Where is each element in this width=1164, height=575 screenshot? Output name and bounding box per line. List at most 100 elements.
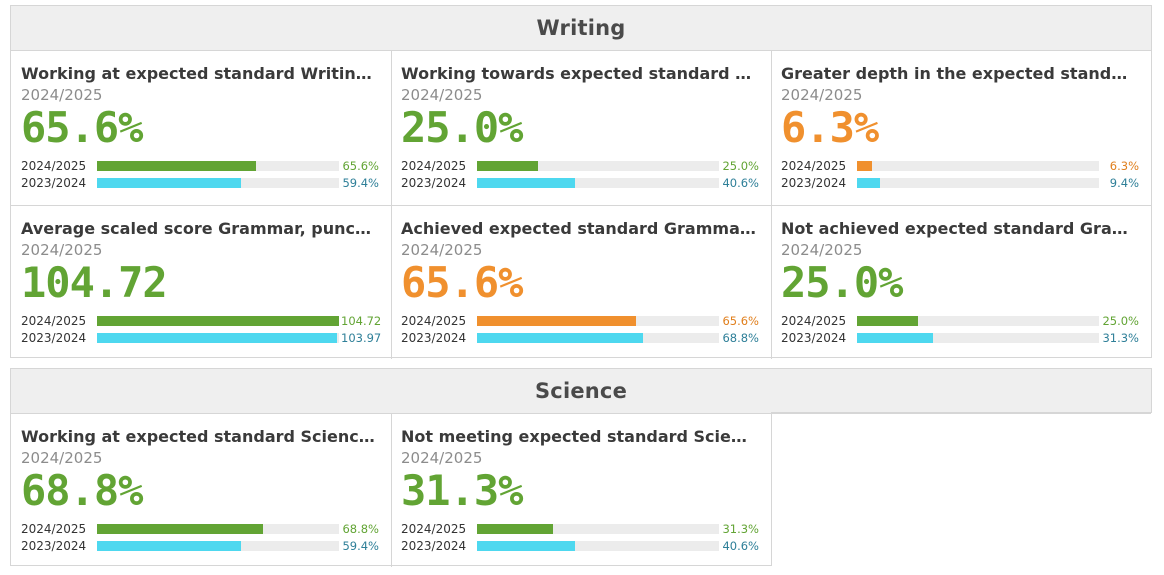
bar-track: [477, 315, 719, 326]
comparison-row: 2023/2024 68.8%: [401, 329, 762, 346]
card-year: 2024/2025: [781, 241, 863, 259]
divider: [391, 414, 392, 567]
comparison-row: 2024/2025 25.0%: [781, 312, 1142, 329]
bar-fill: [477, 160, 538, 171]
card-year: 2024/2025: [401, 86, 483, 104]
row-year-label: 2024/2025: [21, 158, 87, 173]
card-year: 2024/2025: [401, 449, 483, 467]
row-year-label: 2023/2024: [781, 330, 847, 345]
bar-fill: [857, 315, 918, 326]
metric-card[interactable]: Working towards expected standard Wri...…: [391, 50, 772, 204]
bar-fill: [477, 540, 576, 551]
metric-card[interactable]: Working at expected standard Science (..…: [11, 413, 392, 567]
card-value: 65.6%: [401, 258, 523, 307]
metric-card[interactable]: Average scaled score Grammar, punctua...…: [11, 205, 392, 359]
metric-card[interactable]: Working at expected standard Writing (..…: [11, 50, 392, 204]
bar-fill: [477, 315, 636, 326]
card-value: 25.0%: [781, 258, 903, 307]
comparison-row: 2023/2024 31.3%: [781, 329, 1142, 346]
row-year-label: 2024/2025: [401, 158, 467, 173]
comparison-row: 2024/2025 104.72: [21, 312, 382, 329]
bar-track: [97, 160, 339, 171]
row-year-label: 2024/2025: [21, 313, 87, 328]
comparison-row: 2023/2024 103.97: [21, 329, 382, 346]
comparison-rows: 2024/2025 104.72 2023/2024 103.97: [21, 312, 382, 346]
card-title: Greater depth in the expected standard .…: [781, 64, 1137, 83]
metric-card[interactable]: Achieved expected standard Grammar, p...…: [391, 205, 772, 359]
bar-fill: [97, 332, 338, 343]
card-value: 31.3%: [401, 466, 523, 515]
row-value: 68.8%: [342, 521, 379, 536]
row-year-label: 2024/2025: [21, 521, 87, 536]
comparison-rows: 2024/2025 25.0% 2023/2024 40.6%: [401, 157, 762, 191]
card-year: 2024/2025: [781, 86, 863, 104]
bar-fill: [97, 540, 241, 551]
row-value: 65.6%: [722, 313, 759, 328]
bar-track: [857, 332, 1099, 343]
metric-card[interactable]: Greater depth in the expected standard .…: [771, 50, 1152, 204]
comparison-row: 2024/2025 65.6%: [401, 312, 762, 329]
card-year: 2024/2025: [401, 241, 483, 259]
row-year-label: 2024/2025: [401, 313, 467, 328]
row-year-label: 2023/2024: [781, 175, 847, 190]
card-title: Achieved expected standard Grammar, p...: [401, 219, 757, 238]
card-value: 104.72: [21, 258, 168, 307]
comparison-row: 2024/2025 68.8%: [21, 520, 382, 537]
comparison-row: 2023/2024 40.6%: [401, 537, 762, 554]
bar-fill: [97, 315, 339, 326]
row-value: 68.8%: [722, 330, 759, 345]
row-year-label: 2023/2024: [21, 330, 87, 345]
comparison-row: 2024/2025 25.0%: [401, 157, 762, 174]
row-year-label: 2023/2024: [401, 175, 467, 190]
row-year-label: 2023/2024: [21, 538, 87, 553]
row-value: 59.4%: [342, 538, 379, 553]
row-year-label: 2024/2025: [781, 158, 847, 173]
card-value: 25.0%: [401, 103, 523, 152]
section-header: Writing: [11, 6, 1151, 51]
row-value: 31.3%: [1102, 330, 1139, 345]
science-header-extension: [771, 368, 1152, 413]
bar-track: [477, 160, 719, 171]
comparison-row: 2024/2025 65.6%: [21, 157, 382, 174]
bar-fill: [477, 332, 644, 343]
card-title: Working at expected standard Writing (..…: [21, 64, 377, 83]
card-title: Working towards expected standard Wri...: [401, 64, 757, 83]
comparison-row: 2024/2025 31.3%: [401, 520, 762, 537]
bar-track: [857, 177, 1099, 188]
row-value: 104.72: [341, 313, 382, 328]
comparison-row: 2023/2024 59.4%: [21, 537, 382, 554]
divider: [11, 205, 1151, 206]
row-value: 40.6%: [722, 175, 759, 190]
bar-track: [97, 540, 339, 551]
comparison-rows: 2024/2025 25.0% 2023/2024 31.3%: [781, 312, 1142, 346]
comparison-row: 2024/2025 6.3%: [781, 157, 1142, 174]
row-year-label: 2023/2024: [401, 330, 467, 345]
bar-track: [97, 315, 339, 326]
comparison-rows: 2024/2025 65.6% 2023/2024 68.8%: [401, 312, 762, 346]
bar-fill: [97, 523, 264, 534]
bar-fill: [477, 177, 576, 188]
bar-fill: [97, 160, 256, 171]
card-grid: [11, 51, 1151, 359]
comparison-rows: 2024/2025 31.3% 2023/2024 40.6%: [401, 520, 762, 554]
metric-card[interactable]: Not meeting expected standard Science...…: [391, 413, 772, 567]
bar-fill: [857, 160, 873, 171]
comparison-rows: 2024/2025 65.6% 2023/2024 59.4%: [21, 157, 382, 191]
row-value: 6.3%: [1109, 158, 1139, 173]
bar-track: [857, 160, 1099, 171]
card-value: 6.3%: [781, 103, 879, 152]
bar-track: [477, 523, 719, 534]
metric-card[interactable]: Not achieved expected standard Gramm... 2…: [771, 205, 1152, 359]
row-year-label: 2023/2024: [21, 175, 87, 190]
row-value: 40.6%: [722, 538, 759, 553]
card-year: 2024/2025: [21, 86, 103, 104]
bar-track: [477, 332, 719, 343]
card-title: Not achieved expected standard Gramm...: [781, 219, 1137, 238]
row-year-label: 2024/2025: [781, 313, 847, 328]
card-value: 68.8%: [21, 466, 143, 515]
bar-track: [477, 540, 719, 551]
card-year: 2024/2025: [21, 241, 103, 259]
bar-track: [97, 332, 339, 343]
row-value: 25.0%: [722, 158, 759, 173]
bar-track: [477, 177, 719, 188]
